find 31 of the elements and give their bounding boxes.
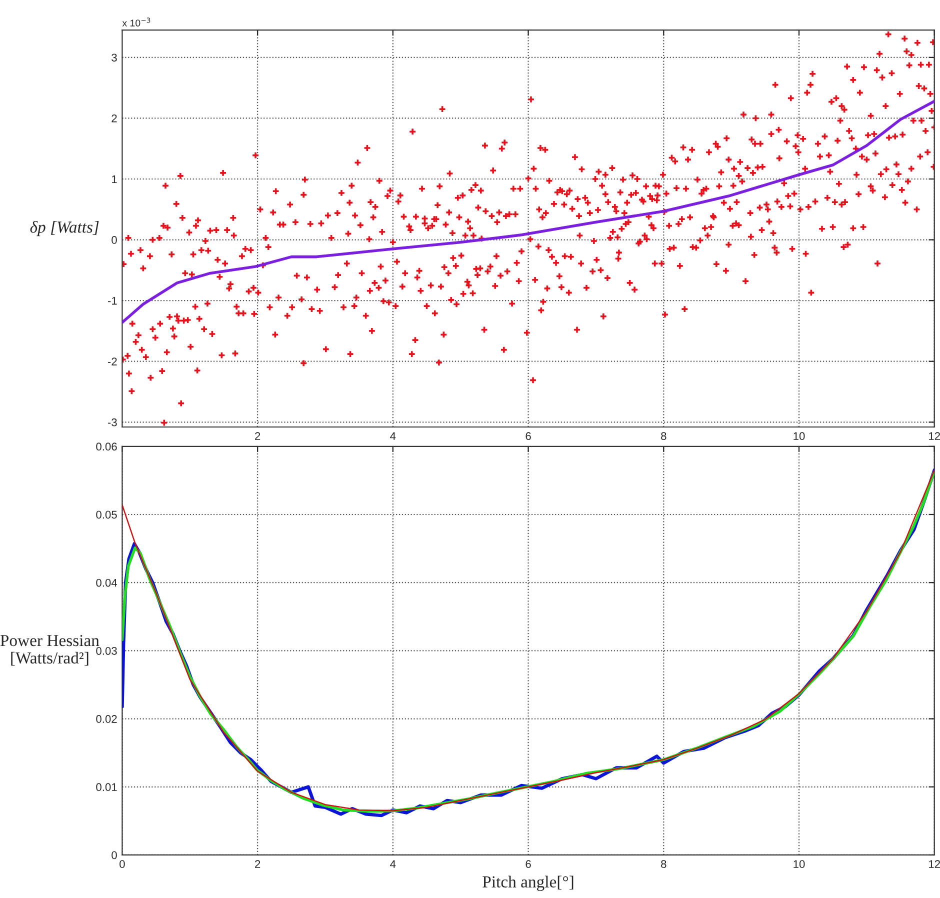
x-tick-label: 8 bbox=[661, 860, 666, 868]
x-tick-label: 10 bbox=[794, 860, 805, 868]
text: x 10$^{−3}$ bbox=[122, 18, 150, 26]
y-tick-label: 0 bbox=[112, 851, 117, 860]
y-tick-label: 0.03 bbox=[96, 646, 117, 655]
y-tick-label: 3 bbox=[112, 54, 117, 62]
y-tick-label: 0.04 bbox=[96, 578, 118, 587]
y-tick-label: -2 bbox=[108, 358, 117, 366]
x-tick-label: 6 bbox=[526, 860, 531, 868]
x-tick-label: 10 bbox=[794, 432, 805, 440]
x-tick-label: 6 bbox=[526, 432, 531, 440]
y-tick-label: 0.05 bbox=[96, 510, 117, 519]
x-tick-label: 2 bbox=[255, 432, 260, 440]
y-tick-label: 0.01 bbox=[96, 783, 117, 792]
x-tick-label: 8 bbox=[661, 432, 666, 440]
line-series bbox=[122, 100, 934, 324]
y-tick-label: 0 bbox=[112, 236, 117, 244]
y-tick-label: 1 bbox=[112, 175, 117, 184]
x-tick-label: 2 bbox=[255, 860, 260, 868]
y-tick-label: 0.06 bbox=[96, 442, 117, 451]
y-tick-label: -3 bbox=[108, 418, 117, 426]
x-tick-label: 4 bbox=[390, 432, 396, 440]
x-axis-title: Pitch angle[°] bbox=[482, 876, 574, 891]
x-tick-label: 0 bbox=[120, 860, 125, 868]
y-tick-label: -1 bbox=[108, 296, 117, 305]
y-axis-title: δp [Watts] bbox=[30, 220, 99, 236]
x-tick-label: 4 bbox=[390, 860, 396, 868]
y-tick-label: 2 bbox=[112, 114, 117, 122]
x-tick-label: 12 bbox=[929, 860, 940, 868]
x-tick-label: 12 bbox=[929, 432, 940, 440]
y-tick-label: 0.02 bbox=[96, 715, 117, 723]
